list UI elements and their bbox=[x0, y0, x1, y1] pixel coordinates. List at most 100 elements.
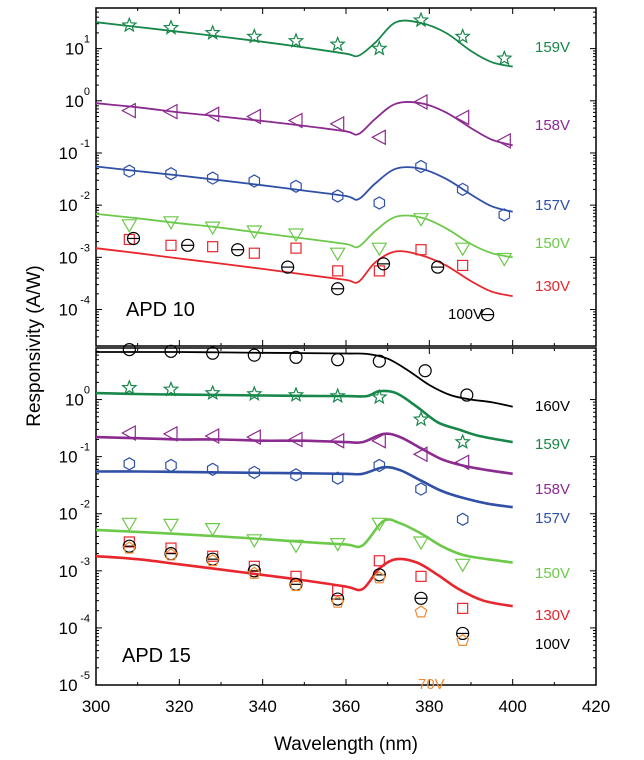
data-point-130V bbox=[207, 241, 219, 253]
x-axis-title: Wavelength (nm) bbox=[274, 734, 418, 755]
data-point-130V bbox=[165, 239, 177, 251]
y-tick-label: -410 bbox=[59, 613, 90, 638]
x-tick-label: 380 bbox=[415, 697, 443, 716]
data-point-158V bbox=[496, 132, 511, 149]
data-point-158V bbox=[371, 432, 386, 449]
data-point-157V bbox=[248, 174, 261, 188]
data-point-158V bbox=[204, 427, 220, 445]
data-point-150V bbox=[371, 242, 388, 257]
top-bias-labels: 159V 158V 157V 150V 130V 100V bbox=[448, 39, 570, 323]
series-line-157V bbox=[95, 165, 513, 213]
data-point-159V bbox=[204, 384, 221, 401]
data-point-157V bbox=[290, 179, 302, 193]
top-panel-label: APD 10 bbox=[126, 299, 195, 321]
y-tick-exponent: -2 bbox=[80, 190, 90, 202]
data-point-159V bbox=[454, 433, 471, 450]
data-point-160V bbox=[289, 350, 303, 364]
bias-label-130V: 130V bbox=[535, 607, 570, 624]
y-tick-exponent: -4 bbox=[80, 295, 90, 307]
x-tick-label: 400 bbox=[498, 697, 526, 716]
data-point-158V bbox=[204, 106, 220, 123]
series-line-130V bbox=[95, 247, 513, 298]
y-tick-base: 10 bbox=[59, 144, 78, 163]
data-point-160V bbox=[164, 344, 178, 358]
y-tick-base: 10 bbox=[59, 676, 78, 695]
data-point-100V bbox=[456, 626, 470, 641]
y-tick-base: 10 bbox=[59, 619, 78, 638]
top-curves bbox=[95, 19, 513, 298]
y-tick-exponent: -4 bbox=[80, 613, 90, 625]
data-point-160V bbox=[372, 354, 386, 368]
bottom-y-tick-labels: 010-110-210-310-410-510 bbox=[59, 385, 90, 695]
data-point-100V bbox=[181, 238, 195, 252]
bias-label-100V: 100V bbox=[448, 306, 483, 323]
series-line-157V bbox=[95, 465, 513, 509]
top-axis-ticks bbox=[95, 7, 597, 347]
y-tick-base: 10 bbox=[59, 301, 78, 320]
data-point-159V bbox=[287, 386, 305, 403]
bottom-curves bbox=[95, 351, 513, 608]
data-point-100V bbox=[414, 591, 428, 605]
data-point-159V bbox=[204, 24, 221, 40]
data-point-159V bbox=[454, 27, 471, 44]
y-tick-exponent: -5 bbox=[80, 670, 90, 682]
data-point-70V bbox=[122, 541, 136, 554]
data-point-157V bbox=[331, 471, 344, 485]
data-point-130V bbox=[332, 265, 344, 277]
series-line-160V bbox=[95, 351, 513, 408]
series-line-130V bbox=[95, 554, 513, 608]
data-point-160V bbox=[418, 364, 432, 378]
data-point-158V bbox=[121, 102, 136, 119]
data-point-70V bbox=[414, 605, 428, 618]
bias-label-159V: 159V bbox=[535, 436, 570, 453]
data-point-159V bbox=[371, 39, 388, 56]
data-point-157V bbox=[123, 457, 136, 471]
x-tick-labels: 300 320 340 360 380 400 420 bbox=[82, 697, 610, 716]
data-point-150V bbox=[371, 517, 388, 532]
data-point-100V bbox=[331, 282, 345, 296]
data-point-157V bbox=[415, 482, 427, 496]
data-point-130V bbox=[457, 259, 469, 272]
y-tick-label: 010 bbox=[65, 385, 90, 410]
data-point-100V bbox=[431, 260, 445, 274]
bottom-panel: 010-110-210-310-410-510 160V159V158V157V… bbox=[59, 343, 597, 695]
bias-label-150V: 150V bbox=[535, 565, 570, 582]
data-point-159V bbox=[496, 49, 513, 66]
data-point-150V bbox=[204, 221, 221, 236]
y-tick-exponent: -2 bbox=[80, 499, 90, 511]
data-point-100V bbox=[231, 243, 245, 257]
data-point-157V bbox=[373, 458, 386, 473]
top-plot-frame bbox=[95, 7, 597, 347]
bias-label-100V: 100V bbox=[535, 636, 570, 653]
y-tick-base: 10 bbox=[65, 92, 84, 111]
data-point-130V bbox=[290, 570, 302, 582]
data-point-150V bbox=[412, 536, 430, 551]
data-point-159V bbox=[329, 35, 346, 52]
series-line-159V bbox=[95, 389, 513, 444]
data-point-70V bbox=[206, 554, 220, 567]
y-axis-title: Responsivity (A/W) bbox=[24, 265, 45, 427]
bias-label-158V: 158V bbox=[535, 481, 570, 498]
data-point-158V bbox=[412, 446, 428, 463]
data-point-150V bbox=[412, 213, 430, 227]
bias-label-150V: 150V bbox=[535, 235, 570, 252]
series-line-158V bbox=[95, 101, 513, 147]
data-point-157V bbox=[165, 458, 177, 473]
series-line-159V bbox=[95, 19, 513, 68]
data-point-159V bbox=[121, 16, 138, 33]
data-point-70V bbox=[372, 571, 386, 584]
bias-label-160V: 160V bbox=[535, 398, 570, 415]
x-tick-label: 420 bbox=[582, 697, 610, 716]
data-point-158V bbox=[246, 429, 261, 446]
data-point-159V bbox=[371, 388, 388, 405]
y-tick-exponent: -3 bbox=[80, 556, 90, 568]
bias-label-157V: 157V bbox=[535, 510, 570, 527]
y-tick-label: -410 bbox=[59, 295, 90, 320]
y-tick-label: -110 bbox=[59, 138, 90, 163]
bias-label-158V: 158V bbox=[535, 117, 570, 134]
y-tick-exponent: 0 bbox=[84, 385, 90, 397]
data-point-150V bbox=[162, 518, 180, 533]
bias-label-70V: 70V bbox=[418, 676, 445, 693]
data-point-158V bbox=[162, 103, 178, 120]
y-tick-base: 10 bbox=[59, 505, 78, 524]
